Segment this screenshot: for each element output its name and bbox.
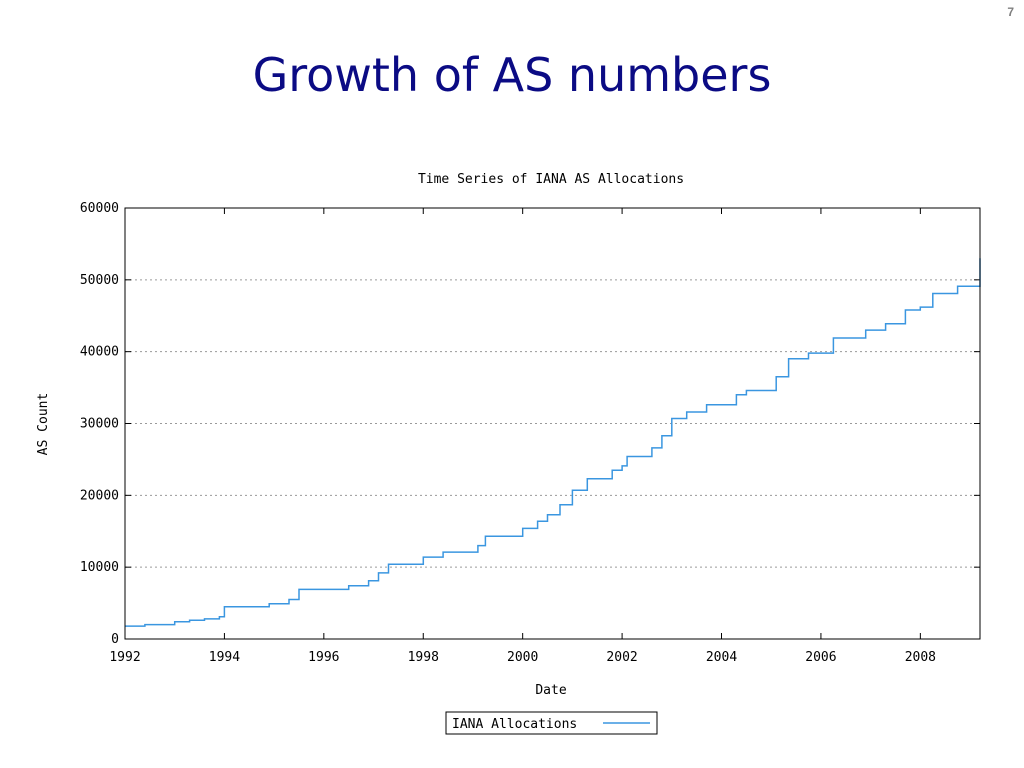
y-tick-label: 20000 <box>80 488 119 503</box>
y-tick-label: 60000 <box>80 201 119 216</box>
series-line <box>125 258 981 627</box>
legend-label: IANA Allocations <box>452 717 577 732</box>
chart-title: Time Series of IANA AS Allocations <box>418 172 684 187</box>
x-axis-ticks: 1992 1994 1996 1998 2000 2002 2004 2006 2008 <box>109 208 936 665</box>
x-tick-label: 2004 <box>706 650 737 665</box>
grid <box>125 279 980 568</box>
y-axis-ticks: 0 10000 20000 30000 40000 50000 60000 <box>80 201 980 647</box>
slide-title: Growth of AS numbers <box>252 48 772 102</box>
y-tick-label: 50000 <box>80 273 119 288</box>
x-tick-label: 1994 <box>209 650 240 665</box>
x-axis-label: Date <box>535 683 566 698</box>
y-tick-label: 0 <box>111 632 119 647</box>
series-layer <box>125 258 981 627</box>
y-tick-label: 40000 <box>80 345 119 360</box>
plot-frame <box>124 207 981 640</box>
y-tick-label: 10000 <box>80 560 119 575</box>
x-tick-label: 1998 <box>408 650 439 665</box>
legend-box <box>445 711 658 735</box>
x-tick-label: 1996 <box>308 650 339 665</box>
y-tick-label: 30000 <box>80 417 119 432</box>
x-tick-label: 2008 <box>905 650 936 665</box>
legend: IANA Allocations <box>445 711 658 735</box>
y-axis-label: AS Count <box>36 393 51 456</box>
x-tick-label: 2006 <box>805 650 836 665</box>
x-tick-label: 1992 <box>109 650 140 665</box>
page-number: 7 <box>1007 5 1014 19</box>
x-tick-label: 2000 <box>507 650 538 665</box>
x-tick-label: 2002 <box>606 650 637 665</box>
